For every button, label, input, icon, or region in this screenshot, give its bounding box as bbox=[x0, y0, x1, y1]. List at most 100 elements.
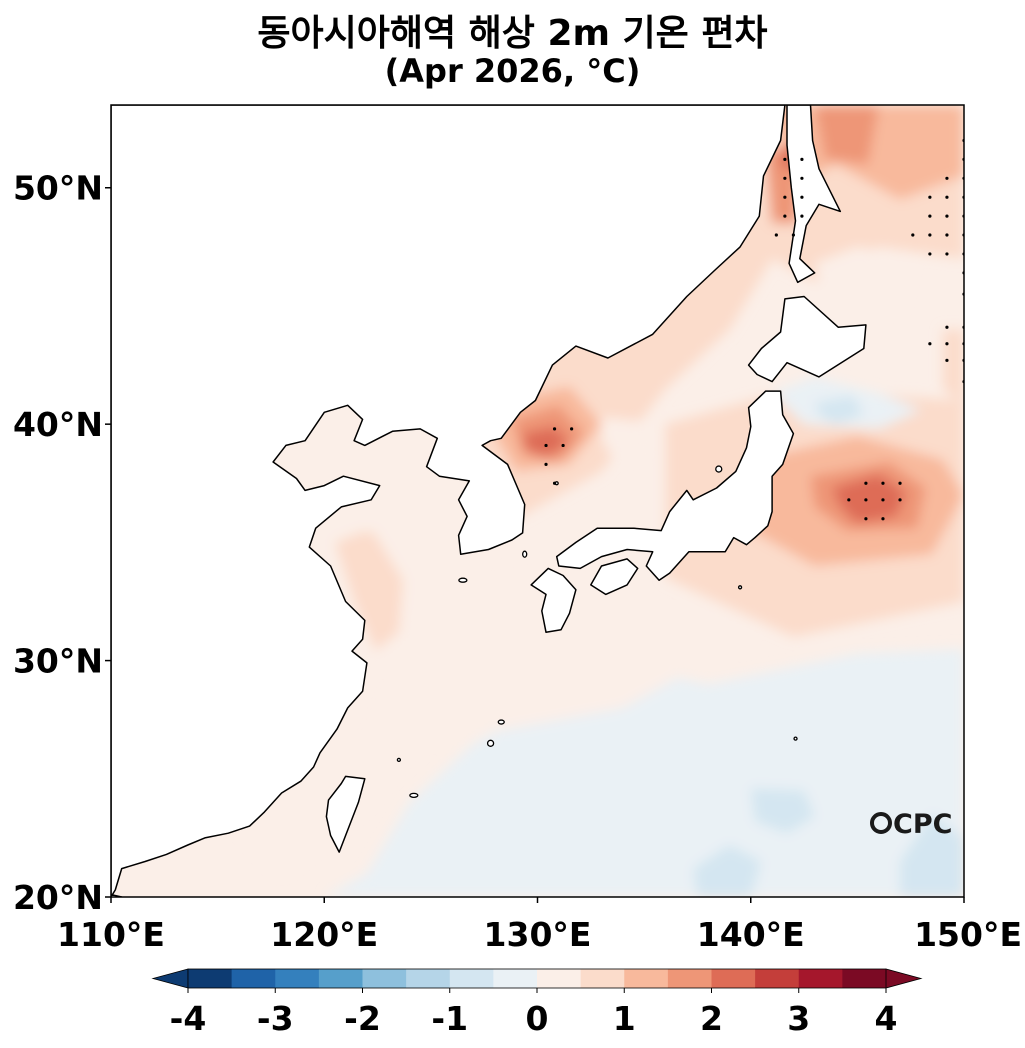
x-tick-label: 120°E bbox=[270, 915, 378, 954]
significance-dot bbox=[945, 342, 949, 346]
significance-dot bbox=[945, 358, 949, 362]
colorbar-tick-label: -2 bbox=[344, 999, 381, 1038]
colorbar-segment bbox=[537, 969, 582, 988]
anomaly-contour-8 bbox=[831, 473, 907, 524]
colorbar-segment bbox=[231, 969, 276, 988]
colorbar-segment bbox=[188, 969, 233, 988]
anomaly-contour-4 bbox=[900, 814, 964, 897]
significance-dot bbox=[800, 176, 804, 180]
chart-subtitle: (Apr 2026, °C) bbox=[384, 52, 641, 90]
colorbar-extend-low bbox=[151, 968, 189, 989]
land-polygon-6 bbox=[590, 558, 639, 596]
anomaly-contour-10 bbox=[814, 395, 864, 425]
island-1 bbox=[458, 577, 468, 583]
colorbar-segment bbox=[755, 969, 800, 988]
significance-dot bbox=[911, 233, 915, 237]
colorbar-tick-label: 4 bbox=[875, 999, 898, 1038]
colorbar-extend-high bbox=[885, 968, 923, 989]
y-tick-label: 40°N bbox=[13, 405, 103, 444]
significance-dot bbox=[945, 176, 949, 180]
colorbar-tick-label: -1 bbox=[431, 999, 468, 1038]
island-5 bbox=[409, 792, 419, 798]
significance-dot bbox=[945, 214, 949, 218]
significance-dot bbox=[561, 443, 565, 448]
y-tick-label: 30°N bbox=[13, 642, 103, 681]
colorbar-segment bbox=[711, 969, 756, 988]
island-8 bbox=[715, 465, 723, 473]
island-6 bbox=[793, 736, 798, 741]
significance-dot bbox=[544, 443, 548, 448]
x-tick-label: 130°E bbox=[484, 915, 592, 954]
anomaly-contour-24 bbox=[334, 528, 404, 652]
colorbar-tick-label: 0 bbox=[526, 999, 549, 1038]
y-tick-label: 20°N bbox=[13, 878, 103, 917]
colorbar: -4 -3 -2 -1 0 1 2 3 4 bbox=[151, 968, 923, 1038]
colorbar-tick-label: 2 bbox=[700, 999, 723, 1038]
island-7 bbox=[737, 585, 743, 590]
significance-dot bbox=[928, 195, 932, 199]
significance-dot bbox=[544, 462, 548, 466]
anomaly-contour-18 bbox=[814, 105, 879, 165]
significance-dot bbox=[800, 195, 804, 199]
island-10 bbox=[396, 757, 402, 763]
x-tick-label: 150°E bbox=[914, 915, 1022, 954]
y-tick-label: 50°N bbox=[13, 169, 103, 208]
colorbar-segment bbox=[624, 969, 669, 988]
land-polygon-3 bbox=[747, 295, 867, 383]
significance-dot bbox=[945, 325, 949, 329]
significance-dot bbox=[783, 157, 787, 161]
y-axis: 20°N 30°N 40°N 50°N bbox=[13, 169, 111, 917]
colorbar-segment bbox=[493, 969, 538, 988]
anomaly-contour-2 bbox=[750, 788, 815, 834]
significance-dot bbox=[791, 233, 796, 237]
colorbar-segment bbox=[842, 969, 887, 988]
island-3 bbox=[497, 719, 505, 725]
significance-dot bbox=[945, 233, 949, 237]
chart-title: 동아시아해역 해상 2m 기온 편차 bbox=[257, 13, 768, 54]
significance-dot bbox=[570, 427, 574, 431]
land-polygon-7 bbox=[325, 775, 366, 853]
significance-dot bbox=[945, 195, 949, 199]
significance-dot bbox=[783, 214, 787, 218]
significance-dot bbox=[783, 176, 787, 180]
colorbar-segment bbox=[318, 969, 363, 988]
x-tick-label: 110°E bbox=[57, 915, 165, 954]
colorbar-tick-label: 1 bbox=[613, 999, 636, 1038]
land-polygon-4 bbox=[555, 390, 795, 581]
colorbar-segment bbox=[667, 969, 712, 988]
significance-dot bbox=[928, 214, 932, 218]
significance-dot bbox=[928, 252, 932, 256]
colorbar-tick-label: -3 bbox=[257, 999, 294, 1038]
logo-text: CPC bbox=[893, 809, 952, 840]
colorbar-tick-label: -4 bbox=[170, 999, 207, 1038]
colorbar-segment bbox=[580, 969, 625, 988]
x-axis: 110°E 120°E 130°E 140°E 150°E bbox=[57, 897, 1022, 954]
anomaly-contour-3 bbox=[693, 845, 762, 897]
landmass bbox=[111, 105, 867, 897]
significance-dot bbox=[864, 517, 868, 521]
anomaly-contour-21 bbox=[814, 246, 911, 318]
land-polygon-5 bbox=[530, 567, 577, 633]
colorbar-segment bbox=[275, 969, 320, 988]
x-tick-label: 140°E bbox=[697, 915, 805, 954]
colorbar-segment bbox=[406, 969, 451, 988]
island-4 bbox=[486, 739, 495, 747]
significance-dot bbox=[928, 233, 932, 237]
colorbar-tick-label: 3 bbox=[787, 999, 810, 1038]
island-2 bbox=[522, 550, 528, 558]
colorbar-segment bbox=[362, 969, 407, 988]
significance-dot bbox=[783, 195, 787, 199]
significance-dot bbox=[898, 498, 902, 502]
significance-dot bbox=[881, 517, 885, 521]
significance-dot bbox=[774, 233, 778, 237]
anomaly-contour-15 bbox=[601, 417, 645, 458]
significance-dot bbox=[847, 498, 851, 502]
colorbar-segment bbox=[798, 969, 843, 988]
significance-dots bbox=[544, 138, 964, 521]
significance-dot bbox=[881, 498, 885, 502]
significance-dot bbox=[864, 481, 868, 485]
map-area bbox=[111, 105, 964, 897]
anomaly-contour-14 bbox=[522, 426, 570, 458]
colorbar-segment bbox=[449, 969, 494, 988]
